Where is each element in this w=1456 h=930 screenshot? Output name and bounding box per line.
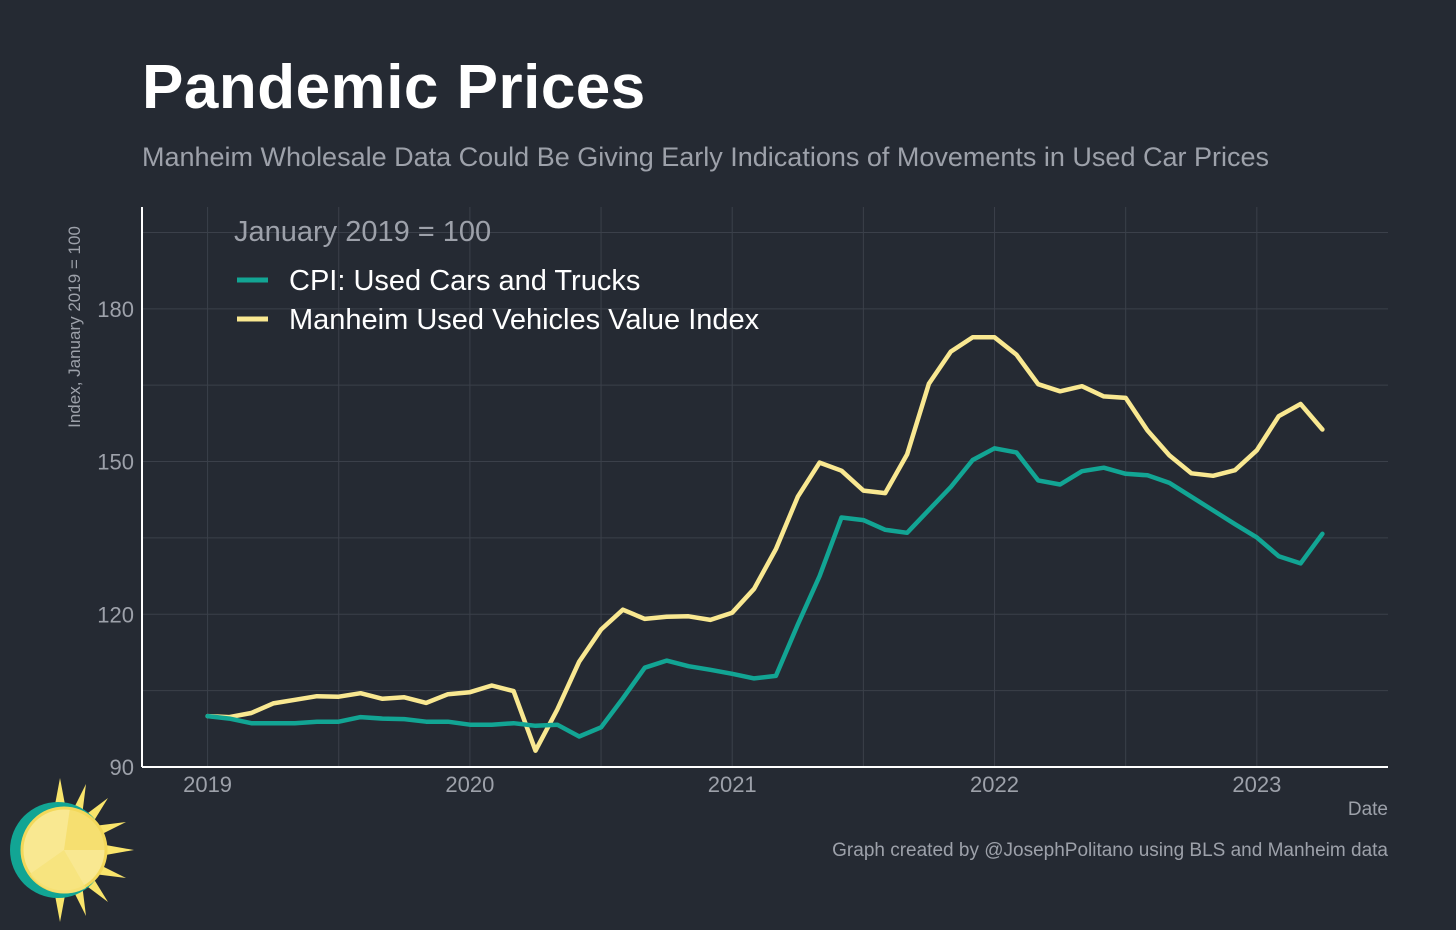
series-line-manheim bbox=[205, 335, 1325, 753]
sun-logo-icon bbox=[10, 778, 134, 922]
y-tick-label: 90 bbox=[110, 755, 134, 780]
legend-label-manheim: Manheim Used Vehicles Value Index bbox=[289, 304, 760, 336]
series-line-cpi bbox=[205, 446, 1325, 739]
chart-series bbox=[205, 335, 1325, 753]
x-axis-label: Date bbox=[1347, 799, 1388, 820]
x-tick-label: 2020 bbox=[445, 772, 494, 797]
y-tick-label: 120 bbox=[97, 602, 134, 627]
legend-label-cpi: CPI: Used Cars and Trucks bbox=[289, 265, 640, 297]
chart-axes bbox=[141, 207, 1388, 768]
chart-ticks: 90 120 150 180 2019 2020 2021 2022 2023 bbox=[97, 297, 1281, 797]
source-credit: Graph created by @JosephPolitano using B… bbox=[832, 840, 1388, 861]
x-tick-label: 2023 bbox=[1232, 772, 1281, 797]
x-tick-label: 2021 bbox=[708, 772, 757, 797]
y-tick-label: 180 bbox=[97, 297, 134, 322]
x-tick-label: 2019 bbox=[183, 772, 232, 797]
page-subtitle: Manheim Wholesale Data Could Be Giving E… bbox=[142, 142, 1269, 172]
page-title: Pandemic Prices bbox=[142, 53, 646, 122]
chart-legend: January 2019 = 100 CPI: Used Cars and Tru… bbox=[234, 216, 760, 336]
x-tick-label: 2022 bbox=[970, 772, 1019, 797]
y-axis-label: Index, January 2019 = 100 bbox=[65, 226, 84, 428]
y-tick-label: 150 bbox=[97, 450, 134, 475]
legend-title: January 2019 = 100 bbox=[234, 216, 491, 248]
